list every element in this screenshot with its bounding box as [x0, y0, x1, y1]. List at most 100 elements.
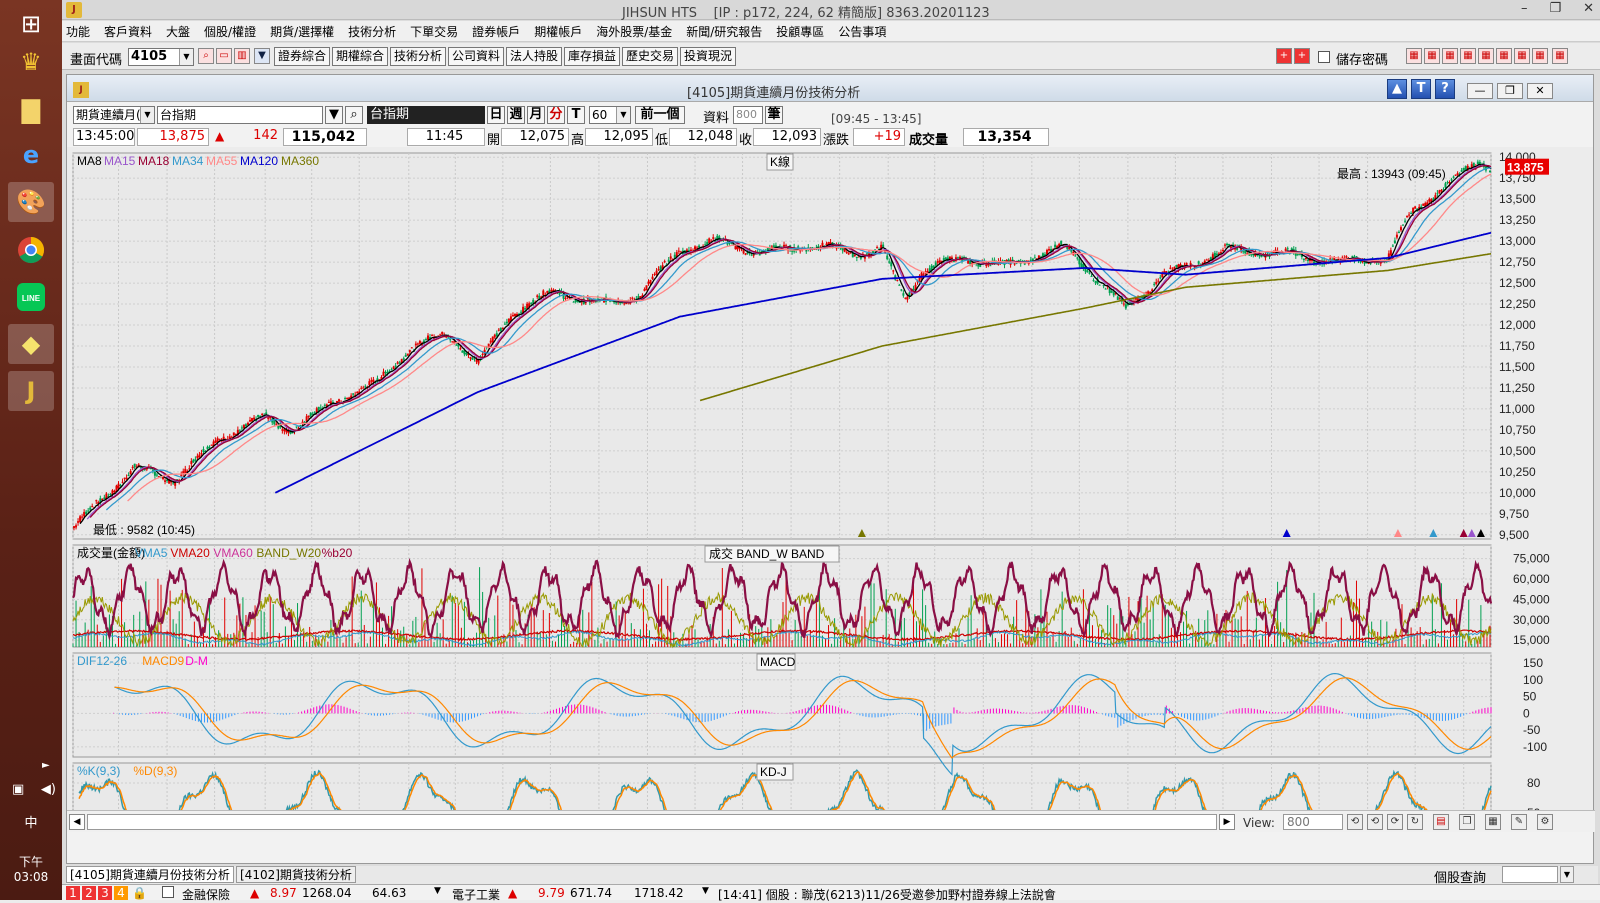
taskbar-clock[interactable]: 下午 03:08 [13, 855, 49, 884]
dropdown-icon[interactable]: ▼ [325, 106, 343, 124]
company-button[interactable]: 公司資料 [448, 47, 505, 66]
menu-item[interactable]: 客戶資料 [104, 24, 153, 39]
plus-icon[interactable]: + [1294, 48, 1310, 64]
tool-icon[interactable]: ▦ [1485, 814, 1501, 830]
sticky-notes-icon[interactable]: ◆ [8, 324, 54, 364]
gear-icon[interactable]: ⚙ [1537, 814, 1553, 830]
tool-icon[interactable]: ▦ [1424, 48, 1440, 64]
chevron-down-icon[interactable]: ▼ [179, 49, 193, 65]
tool-icon[interactable]: ▦ [1496, 48, 1512, 64]
tool-icon[interactable]: ❐ [1459, 814, 1475, 830]
ie-icon[interactable]: e [22, 141, 40, 169]
input-language[interactable]: 中 [24, 816, 38, 831]
chrome-icon[interactable] [8, 230, 54, 270]
options-button[interactable]: 期權綜合 [332, 47, 389, 66]
data-count-input[interactable]: 800 [733, 106, 763, 124]
network-icon[interactable]: ▣ [12, 782, 25, 797]
pencil-icon[interactable]: ✎ [1511, 814, 1527, 830]
line-icon[interactable]: LINE [8, 277, 54, 317]
interval-select[interactable]: 60 ▼ [589, 106, 631, 124]
investment-button[interactable]: 投資現況 [680, 47, 737, 66]
product-select[interactable]: 期貨連續月(▼ [73, 106, 155, 124]
help-icon[interactable]: ? [1435, 79, 1455, 99]
paint-icon[interactable]: 🎨 [8, 182, 54, 222]
screen-code-input[interactable]: 4105 ▼ [128, 48, 194, 66]
window-icon[interactable]: ▭ [216, 48, 232, 64]
crown-icon[interactable]: ♛ [20, 48, 42, 76]
restore-icon[interactable]: ❐ [1549, 1, 1562, 16]
refresh-icon[interactable]: ↻ [1407, 814, 1423, 830]
minimize-icon[interactable]: – [1520, 1, 1528, 16]
speaker-icon[interactable]: ◀) [40, 782, 56, 797]
tool-icon[interactable]: ▦ [1532, 48, 1548, 64]
tool-icon[interactable]: ▤ [1433, 814, 1449, 830]
menu-item[interactable]: 下單交易 [410, 24, 459, 39]
chevron-down-icon[interactable]: ▼ [616, 107, 630, 123]
ticker-num[interactable]: 2 [82, 886, 96, 900]
tool-icon[interactable]: ⟲ [1347, 814, 1363, 830]
search-icon[interactable]: ⌕ [198, 48, 214, 64]
tool-icon[interactable]: ▦ [1460, 48, 1476, 64]
tool-icon[interactable]: ⟲ [1367, 814, 1383, 830]
restore-icon[interactable]: ❐ [1497, 83, 1523, 99]
history-button[interactable]: 歷史交易 [622, 47, 679, 66]
tool-icon[interactable]: ▦ [1442, 48, 1458, 64]
menu-item[interactable]: 海外股票/基金 [596, 24, 673, 39]
t-icon[interactable]: T [1411, 79, 1431, 99]
menu-item[interactable]: 技術分析 [348, 24, 397, 39]
securities-button[interactable]: 證券綜合 [274, 47, 331, 66]
menu-item[interactable]: 公告事項 [838, 24, 887, 39]
symbol-input[interactable]: 台指期 [157, 106, 323, 124]
tab-4102[interactable]: [4102]期貨技術分析 [236, 866, 356, 883]
jihsun-icon[interactable]: J [8, 371, 54, 411]
menu-item[interactable]: 期權帳戶 [534, 24, 583, 39]
inventory-button[interactable]: 庫存損益 [564, 47, 621, 66]
period-week-button[interactable]: 週 [507, 106, 525, 124]
search-icon[interactable]: ⌕ [345, 106, 363, 124]
menu-item[interactable]: 新聞/研究報告 [686, 24, 763, 39]
chevron-right-icon[interactable]: ► [42, 760, 50, 771]
minimize-icon[interactable]: — [1467, 83, 1493, 99]
horizontal-scrollbar[interactable] [87, 814, 1217, 830]
tab-4105[interactable]: [4105]期貨連續月份技術分析 [66, 866, 234, 883]
plus-icon[interactable]: + [1276, 48, 1292, 64]
menu-item[interactable]: 投顧專區 [776, 24, 825, 39]
tool-icon[interactable]: ▦ [1514, 48, 1530, 64]
view-value[interactable]: 800 [1283, 814, 1343, 830]
lock-icon[interactable]: 🔒 [132, 886, 147, 900]
period-day-button[interactable]: 日 [487, 106, 505, 124]
folder-icon[interactable]: ▇ [21, 96, 41, 124]
chart-icon[interactable]: ▥ [234, 48, 250, 64]
close-icon[interactable]: ✕ [1527, 83, 1553, 99]
dropdown-icon[interactable]: ▼ [254, 48, 270, 64]
ticker-num[interactable]: 4 [114, 886, 128, 900]
ticker-checkbox[interactable] [162, 886, 174, 898]
ticker-num[interactable]: 3 [98, 886, 112, 900]
tool-icon[interactable]: ▦ [1406, 48, 1422, 64]
menu-item[interactable]: 個股/權證 [204, 24, 257, 39]
menu-item[interactable]: 大盤 [166, 24, 191, 39]
ticker-num[interactable]: 1 [66, 886, 80, 900]
menu-item[interactable]: 功能 [66, 24, 91, 39]
tool-icon[interactable]: ▦ [1552, 48, 1568, 64]
chevron-down-icon[interactable]: ▼ [1560, 866, 1574, 883]
data-unit-button[interactable]: 筆 [765, 106, 783, 124]
menu-item[interactable]: 證券帳戶 [472, 24, 521, 39]
close-icon[interactable]: ✕ [1583, 1, 1594, 16]
period-minute-button[interactable]: 分 [547, 106, 565, 124]
save-password-checkbox[interactable] [1318, 51, 1330, 63]
chart-area[interactable]: 09:4504/1504/2204/2905/0705/1405/2105/28… [67, 147, 1593, 810]
prev-button[interactable]: 前一個 [635, 106, 685, 124]
technical-button[interactable]: 技術分析 [390, 47, 447, 66]
up-triangle-icon[interactable]: ▲ [1387, 79, 1407, 99]
scroll-right-icon[interactable]: ▶ [1219, 814, 1235, 830]
period-month-button[interactable]: 月 [527, 106, 545, 124]
period-tick-button[interactable]: T [567, 106, 585, 124]
menu-item[interactable]: 期貨/選擇權 [270, 24, 335, 39]
scroll-left-icon[interactable]: ◀ [69, 814, 85, 830]
stock-query-input[interactable] [1502, 866, 1558, 883]
chevron-down-icon[interactable]: ▼ [434, 886, 441, 896]
institution-button[interactable]: 法人持股 [506, 47, 563, 66]
tool-icon[interactable]: ▦ [1478, 48, 1494, 64]
chevron-down-icon[interactable]: ▼ [140, 107, 154, 123]
